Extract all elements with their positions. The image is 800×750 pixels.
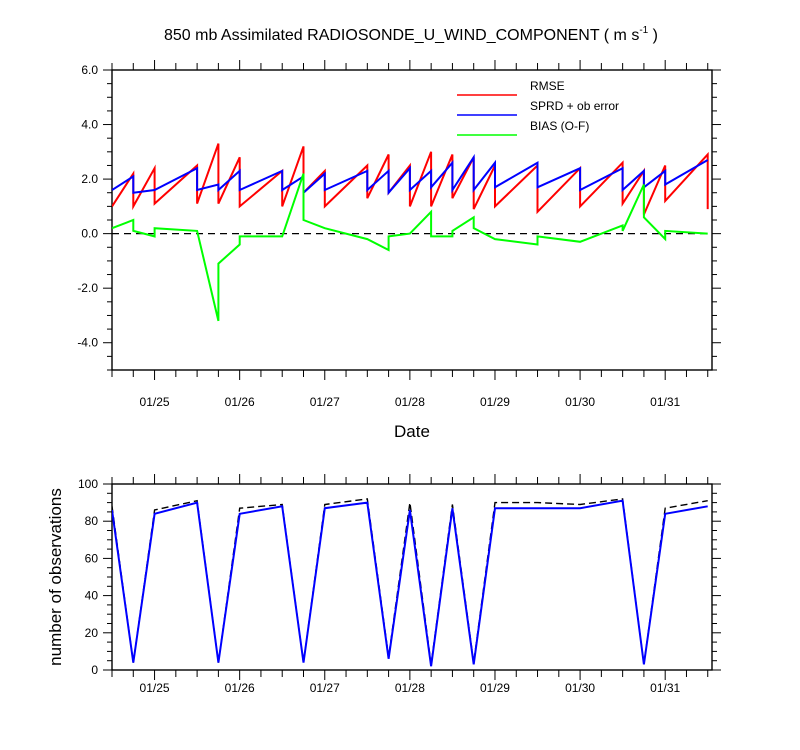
x-tick-label: 01/29 [480, 681, 510, 695]
chart-title-main: 850 mb Assimilated RADIOSONDE_U_WIND_COM… [164, 27, 639, 44]
x-tick-label: 01/31 [650, 681, 680, 695]
x-tick-label: 01/26 [225, 681, 255, 695]
chart-title-suffix: ) [648, 27, 658, 44]
x-tick-label: 01/30 [565, 395, 595, 409]
chart-title-superscript: -1 [639, 25, 648, 36]
x-tick-label: 01/30 [565, 681, 595, 695]
series-line-2 [112, 173, 708, 322]
y-tick-label: 60 [85, 551, 99, 565]
x-tick-label: 01/27 [310, 395, 340, 409]
x-tick-label: 01/26 [225, 395, 255, 409]
x-tick-label: 01/27 [310, 681, 340, 695]
y-tick-label: 4.0 [81, 118, 98, 132]
top-chart: -4.0 -2.0 0.0 2.0 4.0 6.0 01/25 01/26 01/27 01/28… [77, 60, 721, 409]
y-tick-label: 80 [85, 514, 99, 528]
plot-frame [111, 69, 713, 371]
x-tick-label: 01/28 [395, 395, 425, 409]
legend: RMSE SPRD + ob error BIAS (O-F) [457, 79, 619, 136]
x-axis-title: Date [394, 422, 430, 441]
x-tick-label: 01/29 [480, 395, 510, 409]
series-line-0 [112, 143, 709, 215]
chart-title: 850 mb Assimilated RADIOSONDE_U_WIND_COM… [164, 25, 658, 44]
y-tick-label: 2.0 [81, 172, 98, 186]
y-tick-label: -4.0 [77, 336, 98, 350]
y-tick-label: 0.0 [81, 227, 98, 241]
series-line-1 [112, 153, 709, 196]
series-line-0 [112, 498, 708, 665]
legend-label: BIAS (O-F) [530, 119, 589, 133]
series-line-1 [112, 499, 708, 667]
x-tick-label: 01/31 [650, 395, 680, 409]
x-tick-label: 01/28 [395, 681, 425, 695]
y-tick-label: 0 [91, 663, 98, 677]
y-tick-label: -2.0 [77, 281, 98, 295]
y-tick-label: 20 [85, 626, 99, 640]
x-tick-label: 01/25 [140, 395, 170, 409]
y-tick-label: 40 [85, 589, 99, 603]
legend-label: RMSE [530, 79, 565, 93]
plot-frame [111, 483, 713, 671]
x-tick-label: 01/25 [140, 681, 170, 695]
legend-label: SPRD + ob error [530, 99, 619, 113]
y-axis-title-observations: number of observations [46, 488, 65, 666]
bottom-chart: 0 20 40 60 80 100 01/25 01/26 01/27 01/28 01/29 01/… [78, 474, 721, 695]
y-tick-label: 6.0 [81, 63, 98, 77]
y-tick-label: 100 [78, 477, 98, 491]
